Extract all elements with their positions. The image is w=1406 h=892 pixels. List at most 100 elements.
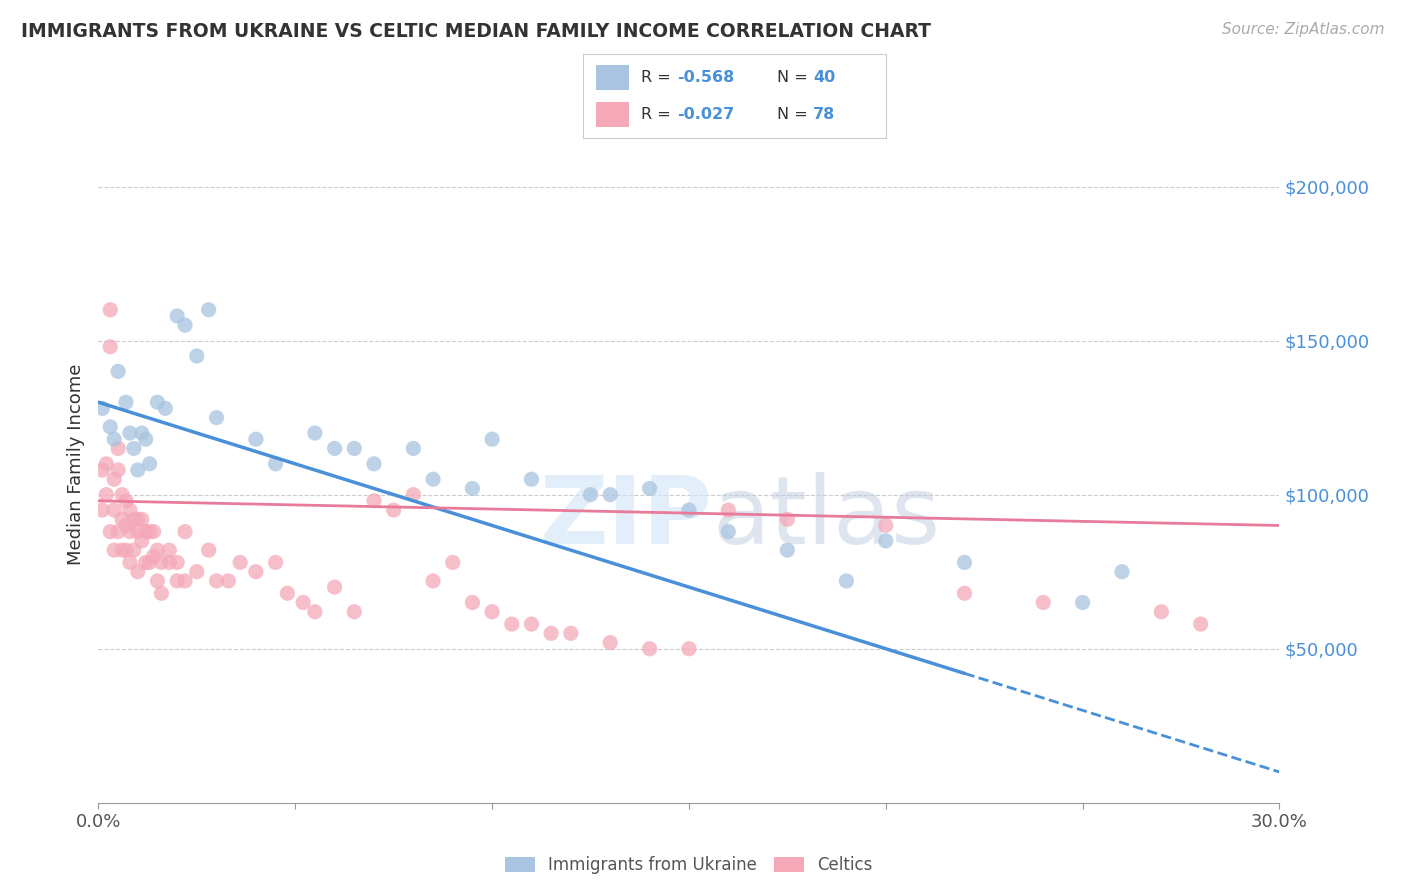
Point (422, 472, 444, 486)
Point (174, 574, 197, 588)
Point (229, 556, 252, 570)
Point (111, 488, 134, 502)
Point (304, 425, 326, 440)
Point (245, 565, 267, 579)
Point (245, 432, 267, 446)
Text: R =: R = (641, 70, 676, 85)
Point (382, 503, 405, 517)
Text: IMMIGRANTS FROM UKRAINE VS CELTIC MEDIAN FAMILY INCOME CORRELATION CHART: IMMIGRANTS FROM UKRAINE VS CELTIC MEDIAN… (21, 22, 931, 41)
Point (678, 641, 700, 656)
Point (835, 574, 858, 588)
Point (599, 635, 621, 649)
Point (363, 457, 385, 471)
Point (402, 442, 425, 456)
Point (131, 425, 153, 440)
Point (103, 543, 125, 558)
Point (138, 524, 160, 539)
Point (98, 420, 121, 434)
Point (461, 595, 484, 609)
Point (197, 543, 219, 558)
Legend: Immigrants from Ukraine, Celtics: Immigrants from Ukraine, Celtics (496, 848, 882, 882)
Point (197, 302, 219, 317)
Point (155, 401, 177, 416)
Point (560, 626, 582, 640)
Text: atlas: atlas (713, 472, 941, 564)
Point (91, 503, 114, 517)
Point (461, 482, 484, 496)
Point (122, 543, 145, 558)
Point (579, 488, 602, 502)
Y-axis label: Median Family Income: Median Family Income (66, 363, 84, 565)
Point (540, 626, 562, 640)
Point (131, 512, 153, 526)
Point (98, 340, 121, 354)
Point (107, 364, 129, 378)
Point (115, 543, 138, 558)
Point (875, 533, 897, 548)
Text: Source: ZipAtlas.com: Source: ZipAtlas.com (1222, 22, 1385, 37)
Point (111, 512, 134, 526)
Point (142, 524, 165, 539)
Point (122, 512, 145, 526)
Text: R =: R = (641, 107, 676, 122)
Point (118, 524, 141, 539)
Point (135, 556, 157, 570)
Point (678, 503, 700, 517)
Point (166, 556, 188, 570)
Text: 78: 78 (813, 107, 835, 122)
Point (103, 503, 125, 517)
FancyBboxPatch shape (596, 102, 628, 128)
Point (481, 605, 503, 619)
Point (142, 549, 165, 564)
Text: -0.027: -0.027 (678, 107, 734, 122)
Point (115, 493, 138, 508)
Point (304, 605, 326, 619)
Point (157, 556, 180, 570)
Point (186, 565, 208, 579)
Point (599, 488, 621, 502)
Point (118, 503, 141, 517)
Point (174, 318, 197, 333)
Point (717, 503, 740, 517)
Point (343, 605, 366, 619)
Point (146, 395, 169, 409)
Point (174, 524, 197, 539)
Point (953, 586, 976, 600)
Point (127, 524, 149, 539)
Point (127, 463, 149, 477)
Point (157, 543, 180, 558)
Point (1071, 595, 1094, 609)
FancyBboxPatch shape (596, 64, 628, 90)
Point (91, 401, 114, 416)
Point (292, 595, 315, 609)
Point (323, 442, 346, 456)
Point (135, 524, 157, 539)
Point (323, 580, 346, 594)
Point (264, 556, 287, 570)
Point (481, 432, 503, 446)
Text: N =: N = (778, 107, 813, 122)
Point (276, 586, 298, 600)
Point (118, 556, 141, 570)
Text: ZIP: ZIP (540, 472, 713, 564)
Point (953, 556, 976, 570)
Point (115, 518, 138, 533)
Point (520, 617, 543, 632)
Point (115, 395, 138, 409)
Point (131, 533, 153, 548)
Point (1150, 605, 1173, 619)
Point (146, 574, 169, 588)
Point (150, 556, 173, 570)
Point (138, 556, 160, 570)
Text: 40: 40 (813, 70, 835, 85)
Point (107, 524, 129, 539)
Point (127, 565, 149, 579)
Point (638, 482, 661, 496)
Point (501, 617, 523, 632)
Point (776, 512, 799, 526)
Point (107, 442, 129, 456)
Point (96, 457, 118, 471)
Point (127, 512, 149, 526)
Point (217, 574, 239, 588)
Point (441, 556, 464, 570)
